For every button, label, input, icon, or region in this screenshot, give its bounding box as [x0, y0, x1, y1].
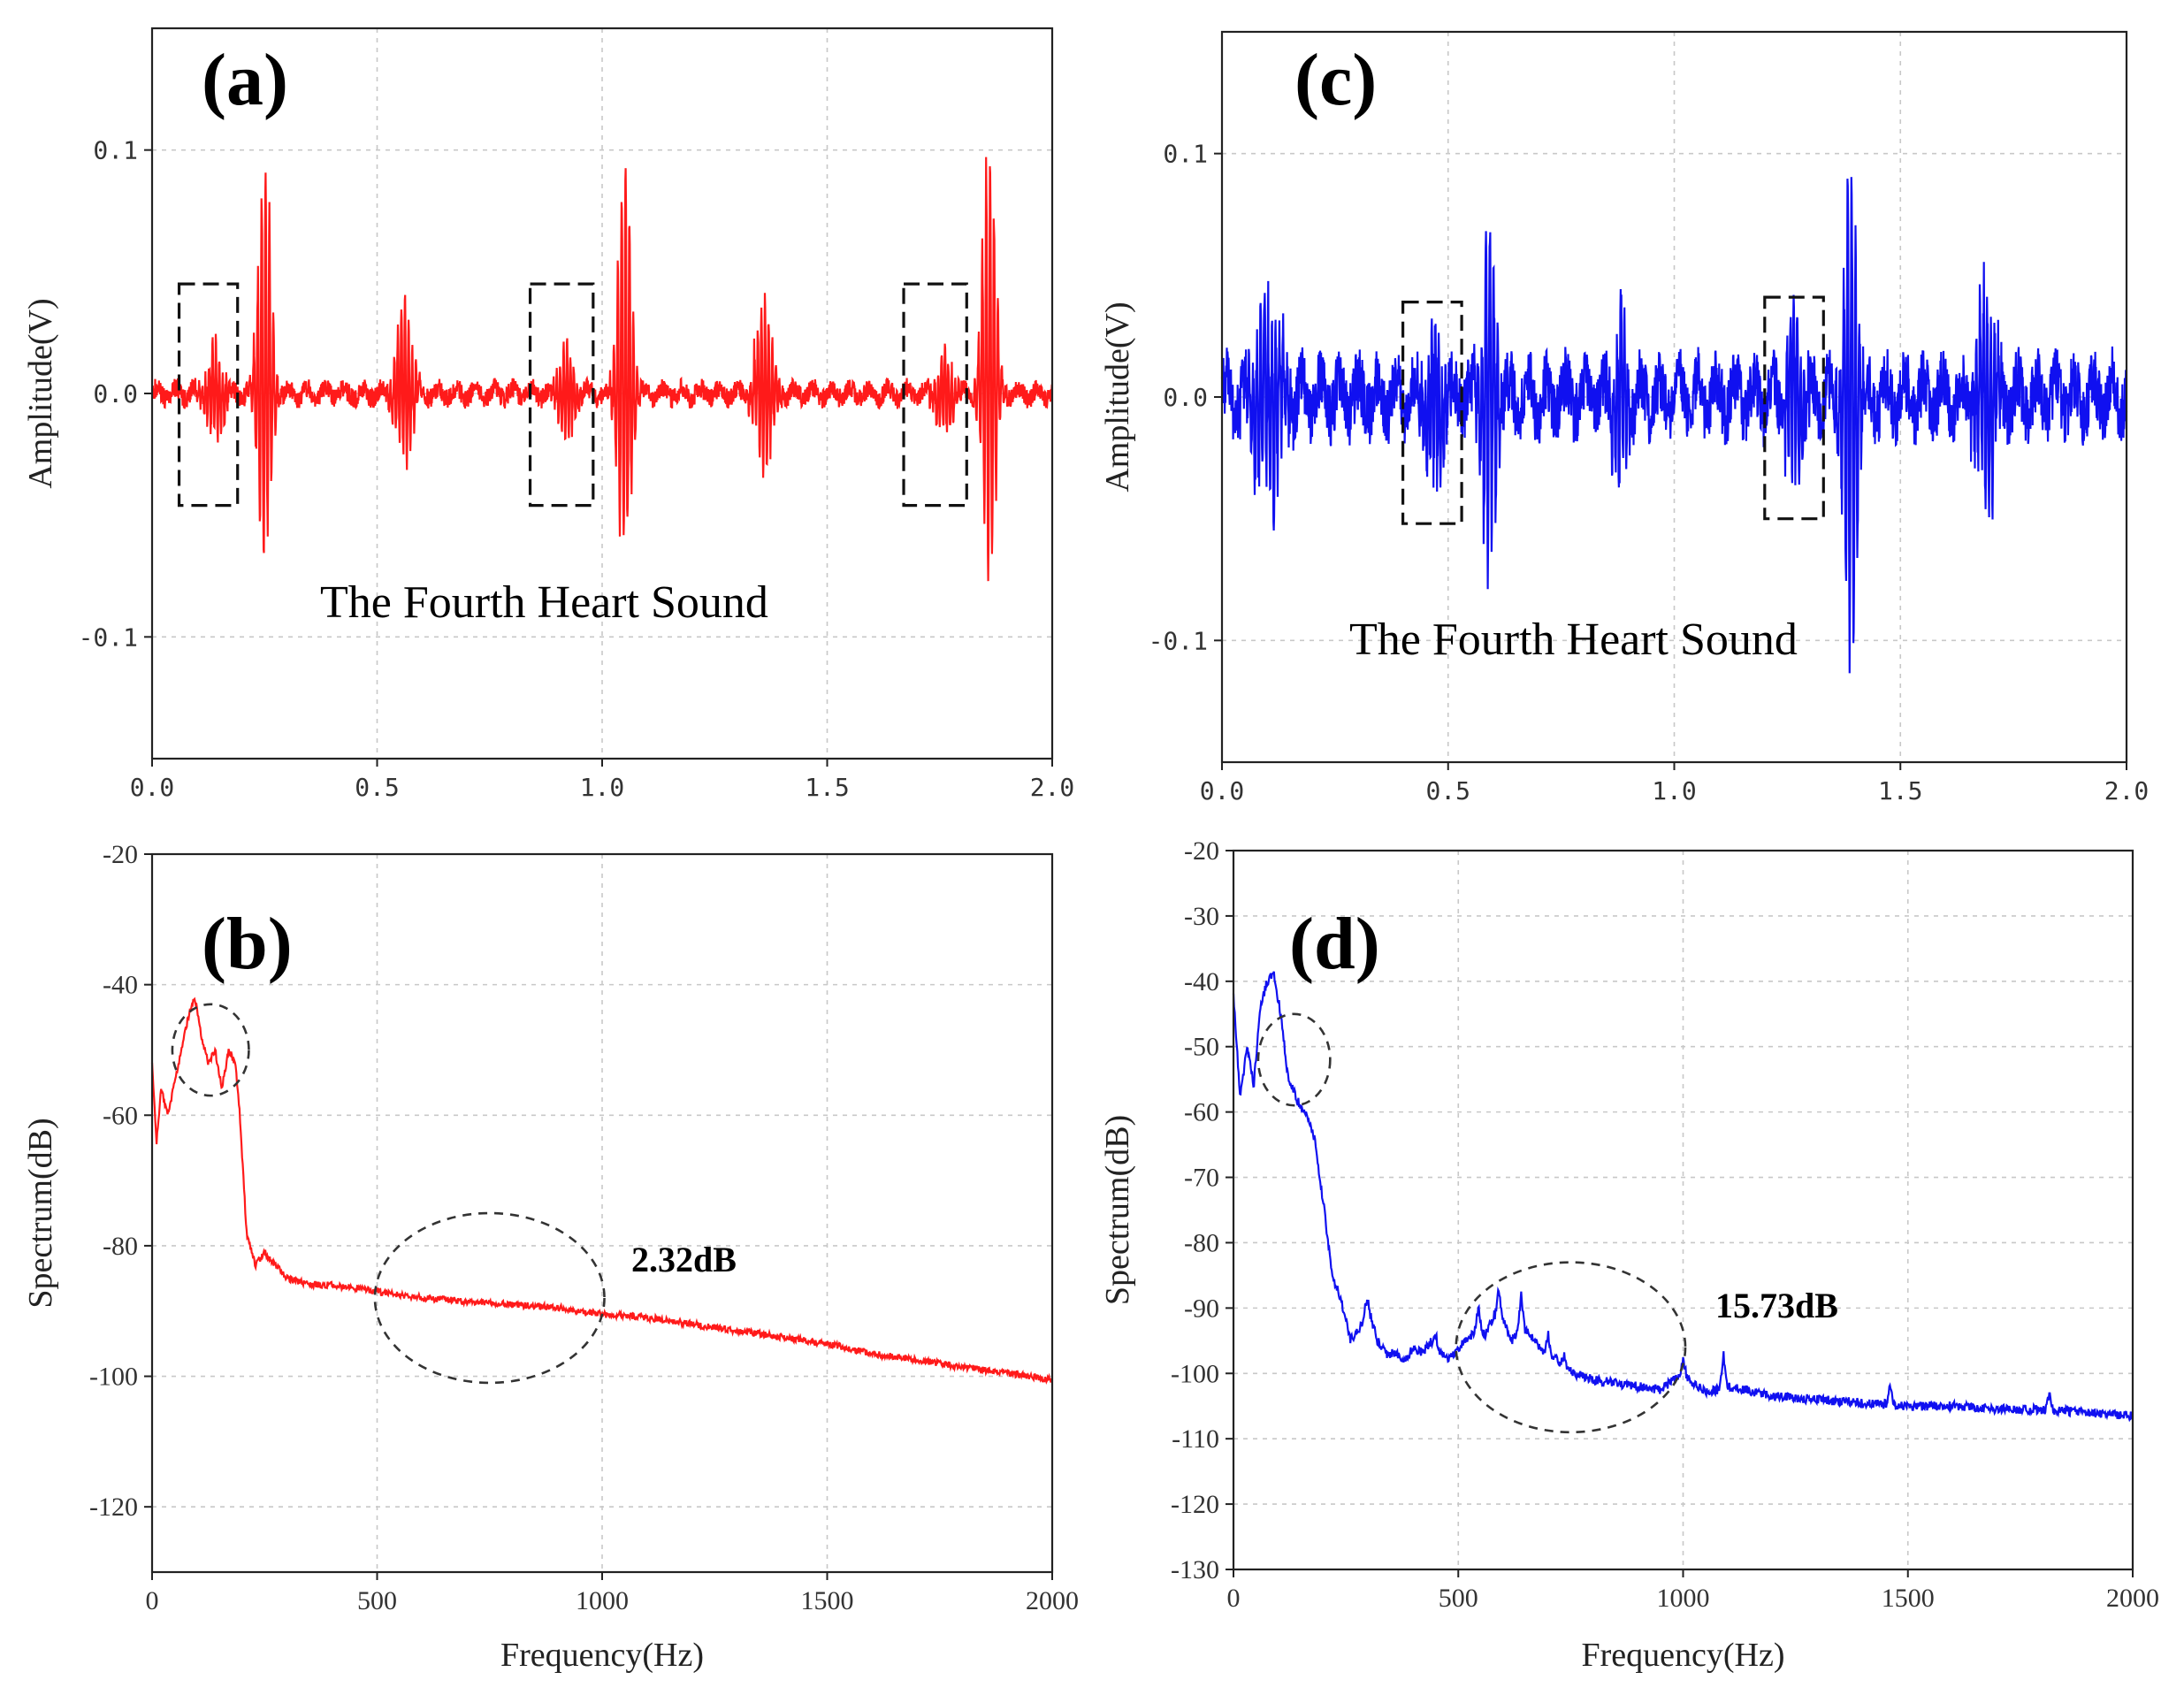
- y-tick-label: -100: [1171, 1359, 1219, 1388]
- x-tick-label: 500: [1439, 1584, 1478, 1613]
- x-tick-label: 0: [1227, 1584, 1241, 1613]
- marker-box: [1401, 301, 1463, 525]
- ticks-b: 0 500 1000 1500 2000 -20 -40 -60 -80 -100 -120: [89, 840, 1079, 1615]
- grid-b: [152, 854, 1052, 1572]
- marker-ellipse: [171, 1003, 250, 1097]
- y-tick-label: -40: [1184, 967, 1219, 996]
- y-tick-label: 0.1: [93, 136, 138, 165]
- panel-label-c: (c): [1294, 39, 1377, 121]
- series-line-d: [1232, 971, 2134, 1423]
- marker-ellipse: [1256, 1012, 1332, 1107]
- annotation-c: The Fourth Heart Sound: [1349, 615, 1798, 665]
- x-tick-label: 2000: [1026, 1586, 1079, 1615]
- markers-d: [1256, 1012, 1687, 1434]
- marker-ellipse: [1455, 1261, 1687, 1434]
- xlabel-d: Frequency(Hz): [1581, 1637, 1784, 1674]
- annotation-b: 2.32dB: [631, 1240, 737, 1279]
- panel-c: 0.0 0.5 1.0 1.5 2.0 -0.1 0.0 0.1 (c) The Fourth…: [1099, 30, 2150, 806]
- panel-a: 0.0 0.5 1.0 1.5 2.0 -0.1 0.0 0.1 (a) The Fourth…: [22, 27, 1075, 802]
- x-tick-label: 2.0: [2104, 776, 2150, 806]
- x-tick-label: 1.0: [580, 773, 625, 802]
- y-tick-label: -100: [89, 1363, 138, 1392]
- ticks-a: 0.0 0.5 1.0 1.5 2.0 -0.1 0.0 0.1: [79, 136, 1075, 802]
- panel-label-d: (d): [1289, 903, 1380, 985]
- y-tick-label: -130: [1171, 1555, 1219, 1584]
- x-tick-label: 1.0: [1652, 776, 1697, 806]
- y-tick-label: -110: [1172, 1424, 1219, 1454]
- ylabel-c: Amplitude(V): [1099, 302, 1136, 492]
- panel-label-a: (a): [202, 39, 288, 121]
- ylabel-b: Spectrum(dB): [22, 1118, 59, 1308]
- y-tick-label: -80: [1184, 1228, 1219, 1257]
- markers-a: [177, 282, 968, 508]
- x-tick-label: 0.0: [1200, 776, 1245, 806]
- y-tick-label: 0.1: [1163, 140, 1208, 169]
- ylabel-a: Amplitude(V): [22, 298, 59, 488]
- x-tick-label: 2000: [2106, 1584, 2159, 1613]
- y-tick-label: 0.0: [93, 379, 138, 408]
- x-tick-label: 0: [146, 1586, 159, 1615]
- ticks-c: 0.0 0.5 1.0 1.5 2.0 -0.1 0.0 0.1: [1149, 140, 2150, 806]
- x-tick-label: 2.0: [1030, 773, 1075, 802]
- x-tick-label: 0.5: [355, 773, 400, 802]
- annotation-a: The Fourth Heart Sound: [320, 577, 768, 628]
- x-tick-label: 1.5: [1878, 776, 1923, 806]
- y-tick-label: -20: [1184, 836, 1219, 866]
- series-line-a: [150, 157, 1053, 582]
- y-tick-label: -60: [1184, 1098, 1219, 1127]
- x-tick-label: 0.5: [1425, 776, 1470, 806]
- marker-box: [528, 282, 595, 508]
- marker-ellipse: [373, 1211, 606, 1385]
- y-tick-label: -0.1: [79, 622, 138, 652]
- marker-box: [1763, 295, 1825, 521]
- y-tick-label: 0.0: [1163, 383, 1208, 412]
- y-tick-label: -120: [1171, 1490, 1219, 1519]
- x-tick-label: 0.0: [130, 773, 175, 802]
- markers-c: [1401, 295, 1825, 525]
- markers-b: [171, 1003, 606, 1385]
- marker-box: [177, 282, 240, 508]
- marker-box: [902, 282, 968, 508]
- panel-label-b: (b): [202, 903, 293, 985]
- y-tick-label: -60: [103, 1101, 138, 1130]
- y-tick-label: -40: [103, 971, 138, 1000]
- y-tick-label: -20: [103, 840, 138, 869]
- xlabel-b: Frequency(Hz): [500, 1637, 704, 1674]
- ticks-d: 0 500 1000 1500 2000 -20 -30 -40 -50 -60 -70 -80 -90…: [1171, 836, 2159, 1613]
- x-tick-label: 1000: [1657, 1584, 1710, 1613]
- y-tick-label: -120: [89, 1493, 138, 1522]
- y-tick-label: -80: [103, 1232, 138, 1261]
- y-tick-label: -90: [1184, 1294, 1219, 1323]
- y-tick-label: -70: [1184, 1164, 1219, 1193]
- y-tick-label: -30: [1184, 902, 1219, 931]
- y-tick-label: -50: [1184, 1033, 1219, 1062]
- annotation-d: 15.73dB: [1715, 1286, 1838, 1325]
- panel-d: 0 500 1000 1500 2000 -20 -30 -40 -50 -60 -70 -80 -90…: [1099, 836, 2159, 1674]
- y-tick-label: -0.1: [1149, 626, 1208, 655]
- x-tick-label: 1500: [1882, 1584, 1935, 1613]
- ylabel-d: Spectrum(dB): [1099, 1115, 1136, 1305]
- series-line-c: [1220, 177, 2128, 674]
- panel-b: 0 500 1000 1500 2000 -20 -40 -60 -80 -100 -120 (b)…: [22, 840, 1079, 1674]
- x-tick-label: 500: [357, 1586, 397, 1615]
- x-tick-label: 1000: [576, 1586, 629, 1615]
- x-tick-label: 1.5: [805, 773, 850, 802]
- x-tick-label: 1500: [801, 1586, 854, 1615]
- grid-d: [1233, 851, 2133, 1569]
